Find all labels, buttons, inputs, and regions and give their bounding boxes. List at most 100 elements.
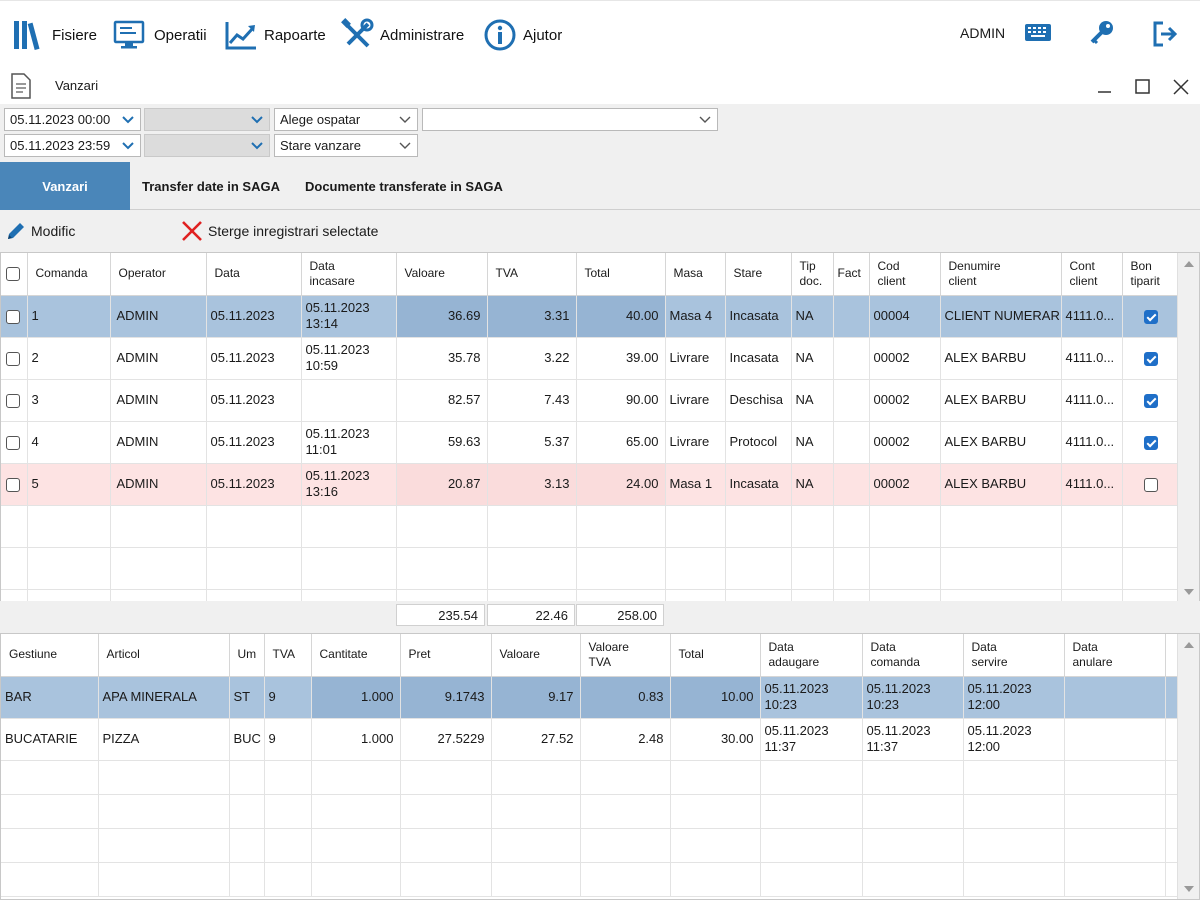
- cell-bon-tiparit[interactable]: [1122, 421, 1180, 464]
- waiter-select[interactable]: Alege ospatar: [274, 108, 418, 131]
- row-select-checkbox[interactable]: [6, 351, 20, 366]
- time-from-picker[interactable]: [144, 108, 270, 131]
- col-item-total[interactable]: Total: [670, 634, 761, 677]
- minimize-button[interactable]: [1094, 76, 1116, 98]
- col-operator[interactable]: Operator: [110, 253, 207, 296]
- edit-button[interactable]: Modific: [5, 218, 75, 244]
- col-pret[interactable]: Pret: [400, 634, 492, 677]
- row-select-cell[interactable]: [1, 463, 28, 506]
- cell-bon-tiparit[interactable]: [1122, 337, 1180, 380]
- date-from-picker[interactable]: 05.11.2023 00:00: [4, 108, 141, 131]
- empty-cell: [576, 547, 666, 590]
- sale-state-select[interactable]: Stare vanzare: [274, 134, 418, 157]
- col-data[interactable]: Data: [206, 253, 302, 296]
- cell-bon-tiparit[interactable]: [1122, 295, 1180, 338]
- col-total[interactable]: Total: [576, 253, 666, 296]
- cell-bon-tiparit[interactable]: [1122, 379, 1180, 422]
- row-select-cell[interactable]: [1, 295, 28, 338]
- tab-vanzari[interactable]: Vanzari: [0, 162, 130, 210]
- order-row[interactable]: 2 ADMIN 05.11.2023 05.11.2023 10:59 35.78 3.22…: [1, 337, 1180, 380]
- scroll-up-icon[interactable]: [1184, 261, 1194, 267]
- action-bar: Modific Sterge inregistrari selectate: [0, 210, 1200, 252]
- item-row[interactable]: BUCATARIE PIZZA BUC 9 1.000 27.5229 27.52 2.48 3…: [1, 718, 1180, 761]
- col-tip-doc[interactable]: Tip doc.: [791, 253, 834, 296]
- col-data-anulare[interactable]: Data anulare: [1064, 634, 1166, 677]
- col-articol[interactable]: Articol: [98, 634, 230, 677]
- maximize-button[interactable]: [1132, 76, 1154, 98]
- col-data-servire[interactable]: Data servire: [963, 634, 1065, 677]
- col-comanda[interactable]: Comanda: [27, 253, 111, 296]
- col-cod-client[interactable]: Cod client: [869, 253, 941, 296]
- delete-selected-button[interactable]: Sterge inregistrari selectate: [180, 218, 378, 244]
- row-select-cell[interactable]: [1, 379, 28, 422]
- cell-comanda: 5: [27, 463, 111, 506]
- col-valoare-tva[interactable]: Valoare TVA: [580, 634, 671, 677]
- col-data-adaugare[interactable]: Data adaugare: [760, 634, 863, 677]
- empty-cell: [580, 760, 671, 795]
- bon-tiparit-checkbox[interactable]: [1143, 351, 1158, 366]
- items-scrollbar[interactable]: [1177, 634, 1199, 899]
- empty-cell: [862, 794, 964, 829]
- bon-tiparit-checkbox[interactable]: [1143, 477, 1158, 492]
- close-icon: [1173, 79, 1189, 95]
- close-button[interactable]: [1170, 76, 1192, 98]
- cell-bon-tiparit[interactable]: [1122, 463, 1180, 506]
- logout-button[interactable]: [1150, 19, 1180, 52]
- select-all-checkbox[interactable]: [6, 267, 20, 282]
- row-select-cell[interactable]: [1, 337, 28, 380]
- row-select-checkbox[interactable]: [6, 435, 20, 450]
- col-cantitate[interactable]: Cantitate: [311, 634, 401, 677]
- order-row[interactable]: 5 ADMIN 05.11.2023 05.11.2023 13:16 20.87 3.13…: [1, 463, 1180, 506]
- order-row[interactable]: 4 ADMIN 05.11.2023 05.11.2023 11:01 59.63 5.37…: [1, 421, 1180, 464]
- row-select-cell[interactable]: [1, 421, 28, 464]
- tab-transfer-saga[interactable]: Transfer date in SAGA: [142, 178, 280, 194]
- extra-filter-select[interactable]: [422, 108, 718, 131]
- bon-tiparit-checkbox[interactable]: [1143, 309, 1158, 324]
- cell-cont-client: 4111.0...: [1061, 379, 1123, 422]
- change-password-button[interactable]: [1088, 19, 1116, 50]
- menu-operatii[interactable]: Operatii: [112, 15, 207, 55]
- order-row[interactable]: 1 ADMIN 05.11.2023 05.11.2023 13:14 36.69 3.31…: [1, 295, 1180, 338]
- bon-tiparit-checkbox[interactable]: [1143, 435, 1158, 450]
- cell-data-comanda: 05.11.2023 11:37: [862, 718, 964, 761]
- select-all-header[interactable]: [1, 253, 28, 296]
- time-to-picker[interactable]: [144, 134, 270, 157]
- col-data-incasare[interactable]: Data incasare: [301, 253, 397, 296]
- col-tva[interactable]: TVA: [487, 253, 577, 296]
- scroll-up-icon[interactable]: [1184, 642, 1194, 648]
- col-valoare[interactable]: Valoare: [396, 253, 488, 296]
- orders-scrollbar[interactable]: [1177, 253, 1199, 601]
- row-select-checkbox[interactable]: [6, 477, 20, 492]
- col-data-comanda[interactable]: Data comanda: [862, 634, 964, 677]
- col-bon-tiparit[interactable]: Bon tiparit: [1122, 253, 1180, 296]
- bon-tiparit-checkbox[interactable]: [1143, 393, 1158, 408]
- tab-documente-saga[interactable]: Documente transferate in SAGA: [305, 178, 503, 194]
- menu-ajutor[interactable]: Ajutor: [483, 15, 562, 55]
- col-um[interactable]: Um: [229, 634, 265, 677]
- item-row[interactable]: BAR APA MINERALA ST 9 1.000 9.1743 9.17 0.83 10.…: [1, 676, 1180, 719]
- col-item-tva[interactable]: TVA: [264, 634, 312, 677]
- col-stare[interactable]: Stare: [725, 253, 792, 296]
- col-cont-client[interactable]: Cont client: [1061, 253, 1123, 296]
- cell-total: 65.00: [576, 421, 666, 464]
- empty-cell: [725, 589, 792, 601]
- col-masa[interactable]: Masa: [665, 253, 726, 296]
- keyboard-button[interactable]: [1024, 21, 1052, 48]
- date-to-picker[interactable]: 05.11.2023 23:59: [4, 134, 141, 157]
- scroll-down-icon[interactable]: [1184, 589, 1194, 595]
- row-select-checkbox[interactable]: [6, 393, 20, 408]
- menu-fisiere[interactable]: Fisiere: [12, 15, 97, 55]
- col-label-line: Tip: [799, 258, 816, 273]
- scroll-down-icon[interactable]: [1184, 886, 1194, 892]
- col-item-valoare[interactable]: Valoare: [491, 634, 581, 677]
- empty-cell: [396, 547, 488, 590]
- empty-cell: [862, 760, 964, 795]
- menu-administrare[interactable]: Administrare: [340, 15, 464, 55]
- col-denumire-client[interactable]: Denumire client: [940, 253, 1062, 296]
- order-row[interactable]: 3 ADMIN 05.11.2023 82.57 7.43 90.00 Livrare Des…: [1, 379, 1180, 422]
- row-select-checkbox[interactable]: [6, 309, 20, 324]
- empty-cell: [760, 794, 863, 829]
- menu-rapoarte[interactable]: Rapoarte: [224, 15, 326, 55]
- col-gestiune[interactable]: Gestiune: [1, 634, 99, 677]
- col-fact[interactable]: Fact: [833, 253, 870, 296]
